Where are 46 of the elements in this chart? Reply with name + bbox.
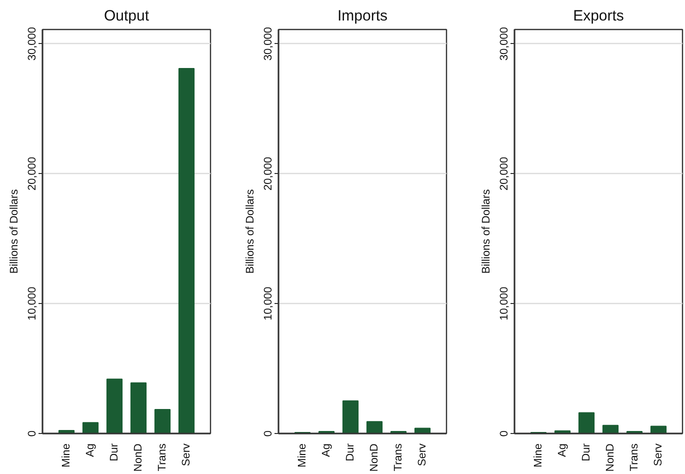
y-axis-title: Billions of Dollars (8, 188, 20, 274)
x-tick-label: Ag (84, 443, 96, 457)
bar (178, 68, 195, 434)
x-tick-label: Serv (180, 443, 192, 466)
y-tick-label: 0 (26, 430, 38, 437)
x-tick-label: Ag (556, 443, 568, 457)
x-tick-label: Serv (416, 443, 428, 466)
bar (82, 422, 99, 434)
y-tick-label: 30,000 (26, 26, 38, 61)
x-tick-label: Mine (296, 444, 308, 468)
y-tick-label: 30,000 (262, 26, 274, 61)
y-tick-label: 10,000 (498, 286, 510, 320)
bar (154, 408, 171, 434)
bar (578, 412, 595, 434)
x-tick-label: Dur (344, 443, 356, 462)
chart-title: Output (104, 8, 150, 24)
y-axis-title: Billions of Dollars (480, 188, 492, 274)
y-tick-label: 0 (498, 430, 510, 437)
y-tick-label: 20,000 (498, 156, 510, 191)
x-tick-label: Trans (156, 443, 168, 472)
x-tick-label: Trans (628, 443, 640, 472)
x-tick-label: Mine (532, 444, 544, 468)
x-tick-label: Trans (392, 443, 404, 472)
y-tick-label: 0 (262, 430, 274, 437)
x-tick-label: NonD (604, 443, 616, 472)
x-tick-label: Mine (60, 444, 72, 468)
x-tick-label: Dur (580, 443, 592, 462)
x-tick-label: Ag (320, 443, 332, 457)
bar (342, 400, 359, 434)
y-tick-label: 10,000 (262, 286, 274, 320)
y-tick-label: 30,000 (498, 26, 510, 61)
x-tick-label: Dur (108, 443, 120, 462)
bar (130, 382, 147, 434)
bar (650, 426, 667, 434)
bar (602, 424, 619, 434)
x-tick-label: NonD (368, 443, 380, 472)
y-axis-title: Billions of Dollars (244, 188, 256, 274)
x-tick-label: NonD (132, 443, 144, 472)
x-tick-label: Serv (652, 443, 664, 466)
y-tick-label: 10,000 (26, 286, 38, 320)
y-tick-label: 20,000 (262, 156, 274, 191)
bar (106, 378, 123, 434)
chart-title: Exports (573, 8, 624, 24)
chart-title: Imports (337, 8, 388, 24)
y-tick-label: 20,000 (26, 156, 38, 191)
bar (366, 421, 383, 434)
